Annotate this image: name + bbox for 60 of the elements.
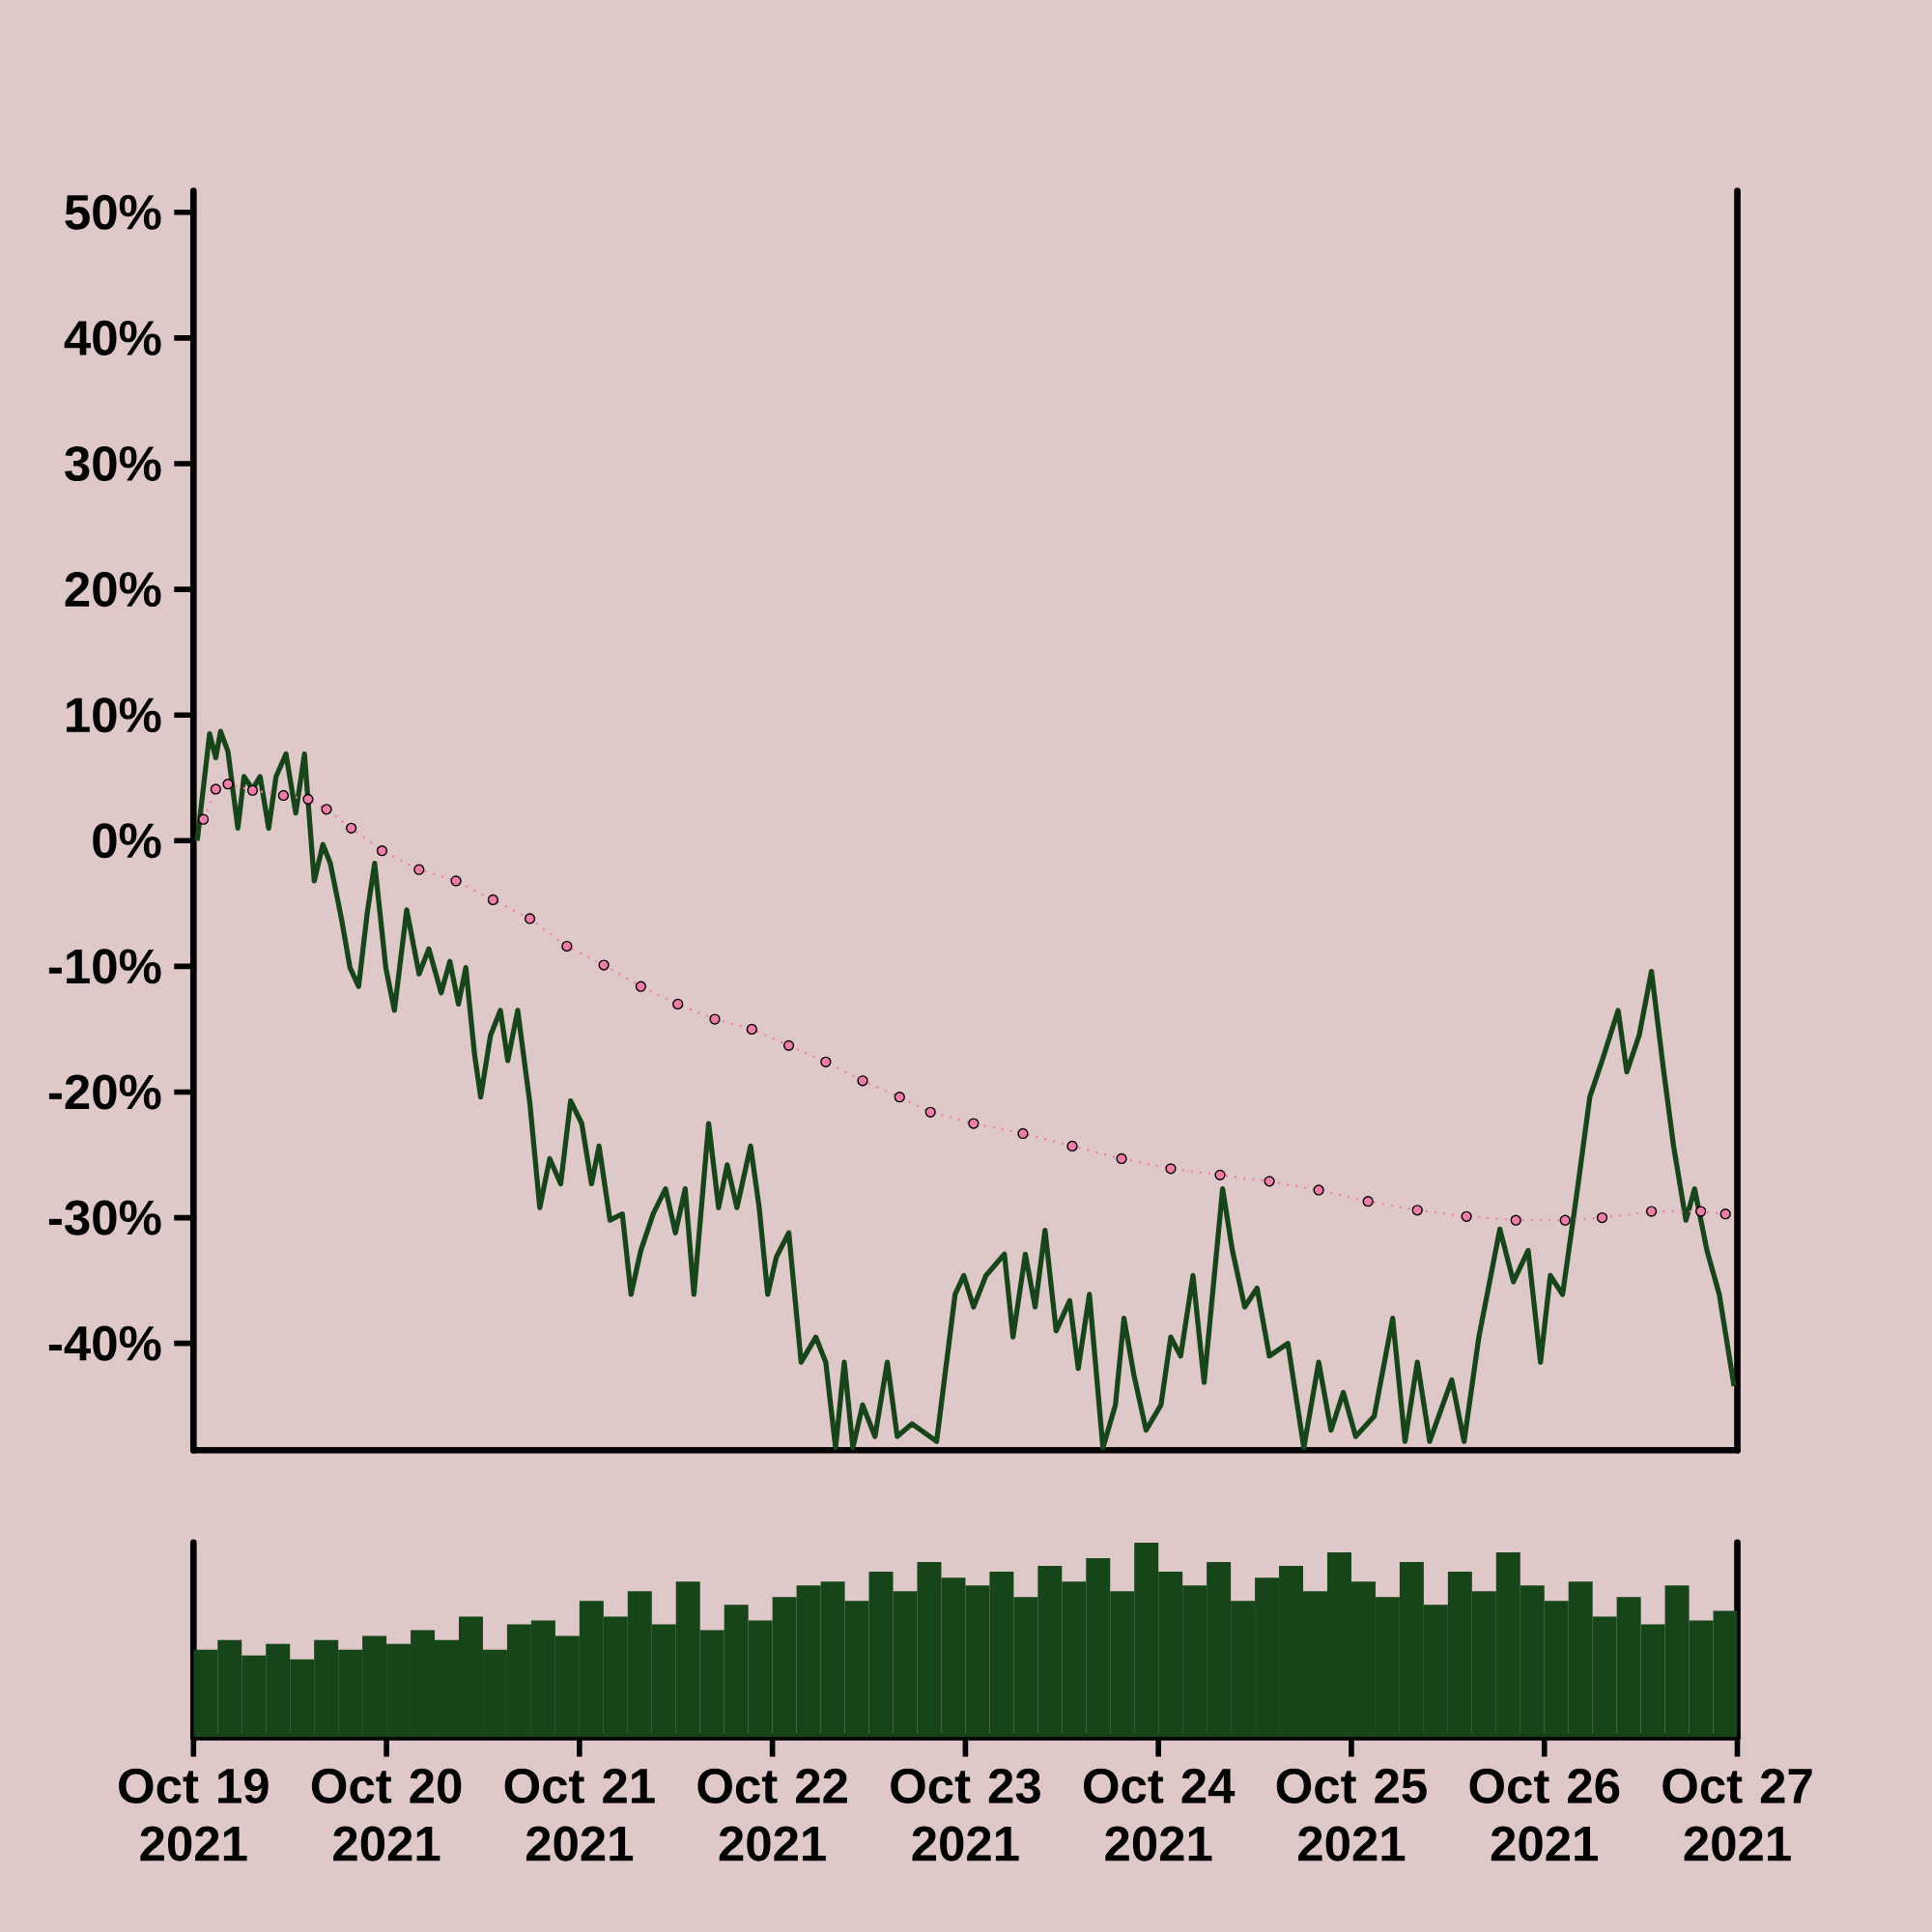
x-tick-label: Oct 20 2021 (311, 1768, 462, 1861)
point (968, 1118, 980, 1129)
point (1719, 1208, 1731, 1220)
point (1411, 1205, 1423, 1216)
y-tick-label: 20% (65, 572, 161, 608)
point (1017, 1127, 1029, 1140)
point (376, 845, 388, 857)
point (894, 1092, 905, 1103)
x-tick-label: Oct 22 2021 (697, 1768, 847, 1861)
point (1596, 1211, 1608, 1224)
point (302, 793, 314, 805)
point (197, 813, 210, 825)
y-tick-label: 30% (65, 445, 161, 482)
point (820, 1056, 832, 1067)
point (709, 1013, 721, 1025)
point (561, 940, 573, 952)
point (1313, 1184, 1324, 1196)
point (1559, 1214, 1571, 1226)
point (1066, 1140, 1078, 1152)
x-tick-label: Oct 24 2021 (1083, 1768, 1236, 1861)
point (450, 875, 462, 887)
point (1362, 1196, 1374, 1208)
y-tick-label: 10% (67, 697, 161, 733)
point (345, 822, 357, 834)
y-tick-label: -30% (48, 1200, 161, 1236)
y-tick-label: -40% (48, 1325, 161, 1361)
y-tick-label: -10% (48, 949, 161, 984)
point (246, 784, 259, 796)
x-tick-label: Oct 19 2021 (119, 1768, 269, 1861)
point (1116, 1152, 1127, 1165)
x-tick-label: Oct 23 2021 (891, 1768, 1040, 1861)
x-tick-label: Oct 21 2021 (504, 1768, 655, 1861)
point (1461, 1210, 1472, 1222)
point (1264, 1176, 1275, 1187)
y-tick-label: 50% (65, 194, 161, 230)
point (1214, 1169, 1226, 1180)
x-tick-label: Oct 25 2021 (1276, 1768, 1427, 1861)
point (1165, 1163, 1177, 1175)
point (635, 980, 647, 992)
y-tick-label: 0% (93, 823, 161, 859)
point (782, 1039, 795, 1051)
point (321, 804, 332, 815)
y-tick-label: -20% (48, 1074, 161, 1110)
point (524, 913, 536, 924)
point (672, 998, 684, 1010)
point (598, 959, 610, 971)
point (857, 1075, 868, 1087)
x-tick-label: Oct 27 2021 (1662, 1768, 1812, 1861)
point (413, 864, 425, 875)
point (1645, 1206, 1658, 1217)
point (277, 789, 290, 802)
point (746, 1023, 757, 1036)
point (924, 1106, 936, 1118)
point (1695, 1206, 1707, 1217)
point (487, 894, 498, 906)
x-tick-label: Oct 26 2021 (1469, 1768, 1620, 1861)
point (210, 783, 221, 795)
y-tick-label: 40% (64, 320, 161, 355)
point (222, 779, 234, 790)
point (1510, 1214, 1521, 1226)
